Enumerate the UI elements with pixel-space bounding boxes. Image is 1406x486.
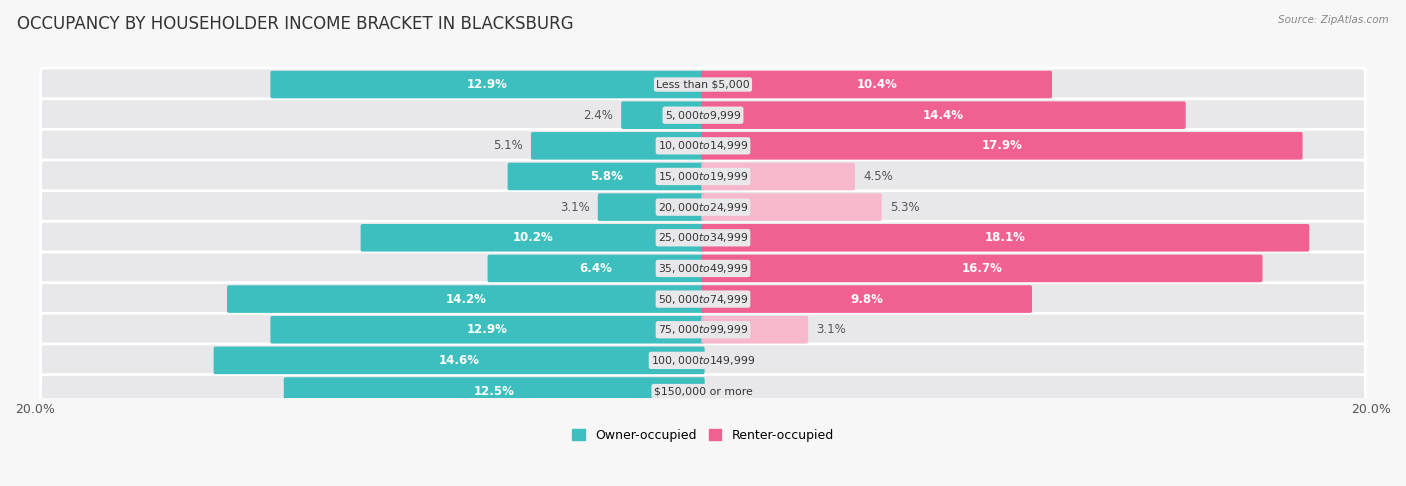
Text: OCCUPANCY BY HOUSEHOLDER INCOME BRACKET IN BLACKSBURG: OCCUPANCY BY HOUSEHOLDER INCOME BRACKET … [17,15,574,33]
Text: 5.1%: 5.1% [494,139,523,152]
Text: 14.6%: 14.6% [439,354,479,367]
FancyBboxPatch shape [488,255,704,282]
Text: 5.3%: 5.3% [890,201,920,214]
Text: 18.1%: 18.1% [984,231,1026,244]
Text: $75,000 to $99,999: $75,000 to $99,999 [658,323,748,336]
FancyBboxPatch shape [702,193,882,221]
FancyBboxPatch shape [41,375,1365,408]
Text: $25,000 to $34,999: $25,000 to $34,999 [658,231,748,244]
FancyBboxPatch shape [41,129,1365,162]
FancyBboxPatch shape [702,316,808,344]
Text: 10.4%: 10.4% [856,78,897,91]
Text: 3.1%: 3.1% [817,323,846,336]
FancyBboxPatch shape [41,191,1365,224]
Text: 14.4%: 14.4% [922,109,965,122]
FancyBboxPatch shape [41,160,1365,193]
Text: 3.1%: 3.1% [560,201,589,214]
FancyBboxPatch shape [508,163,704,191]
Text: $50,000 to $74,999: $50,000 to $74,999 [658,293,748,306]
FancyBboxPatch shape [41,99,1365,132]
FancyBboxPatch shape [702,163,855,191]
Text: 6.4%: 6.4% [579,262,613,275]
FancyBboxPatch shape [598,193,704,221]
FancyBboxPatch shape [702,71,1052,98]
Text: 5.8%: 5.8% [589,170,623,183]
Text: 14.2%: 14.2% [446,293,486,306]
FancyBboxPatch shape [41,313,1365,346]
Text: 0.0%: 0.0% [713,384,742,398]
Text: $20,000 to $24,999: $20,000 to $24,999 [658,201,748,214]
Text: 2.4%: 2.4% [583,109,613,122]
FancyBboxPatch shape [621,102,704,129]
FancyBboxPatch shape [214,347,704,374]
Text: $150,000 or more: $150,000 or more [654,386,752,396]
Text: $10,000 to $14,999: $10,000 to $14,999 [658,139,748,152]
Text: $35,000 to $49,999: $35,000 to $49,999 [658,262,748,275]
FancyBboxPatch shape [284,377,704,405]
Text: Source: ZipAtlas.com: Source: ZipAtlas.com [1278,15,1389,25]
FancyBboxPatch shape [41,221,1365,254]
Legend: Owner-occupied, Renter-occupied: Owner-occupied, Renter-occupied [568,424,838,447]
FancyBboxPatch shape [41,68,1365,101]
FancyBboxPatch shape [41,344,1365,377]
Text: 12.9%: 12.9% [467,78,508,91]
Text: Less than $5,000: Less than $5,000 [657,80,749,89]
FancyBboxPatch shape [702,102,1185,129]
Text: 12.9%: 12.9% [467,323,508,336]
Text: 0.0%: 0.0% [713,354,742,367]
FancyBboxPatch shape [41,252,1365,285]
FancyBboxPatch shape [360,224,704,252]
Text: 9.8%: 9.8% [851,293,883,306]
Text: 17.9%: 17.9% [981,139,1022,152]
Text: 12.5%: 12.5% [474,384,515,398]
FancyBboxPatch shape [41,283,1365,315]
FancyBboxPatch shape [702,224,1309,252]
Text: $100,000 to $149,999: $100,000 to $149,999 [651,354,755,367]
FancyBboxPatch shape [702,132,1302,159]
FancyBboxPatch shape [270,316,704,344]
FancyBboxPatch shape [702,285,1032,313]
FancyBboxPatch shape [702,255,1263,282]
FancyBboxPatch shape [531,132,704,159]
FancyBboxPatch shape [270,71,704,98]
Text: 4.5%: 4.5% [863,170,893,183]
Text: 16.7%: 16.7% [962,262,1002,275]
Text: $5,000 to $9,999: $5,000 to $9,999 [665,109,741,122]
FancyBboxPatch shape [226,285,704,313]
Text: $15,000 to $19,999: $15,000 to $19,999 [658,170,748,183]
Text: 10.2%: 10.2% [512,231,553,244]
